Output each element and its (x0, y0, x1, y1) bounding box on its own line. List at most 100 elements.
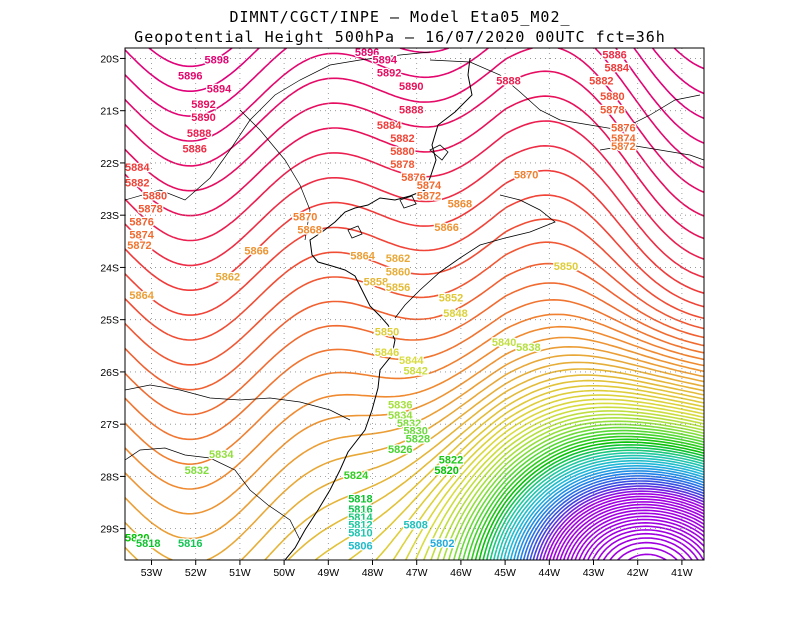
contour-5812 (493, 452, 704, 560)
x-tick-label: 53W (141, 567, 163, 579)
contour-label: 5818 (136, 538, 160, 550)
contour-label: 5876 (129, 217, 153, 229)
y-tick-label: 20S (100, 53, 119, 65)
x-tick-label: 44W (539, 567, 561, 579)
contour-5904 (673, 48, 704, 70)
contour-5774 (555, 501, 704, 560)
contour-5900 (125, 48, 704, 120)
contour-label: 5830 (403, 426, 427, 438)
contour-5818 (482, 444, 704, 560)
contour-5874 (125, 282, 704, 416)
contour-label: 5874 (129, 230, 154, 242)
contour-5804 (506, 462, 704, 560)
contour-label: 5820 (434, 465, 458, 477)
contour-label: 5880 (143, 191, 167, 203)
x-tick-label: 49W (318, 567, 340, 579)
contour-label: 5840 (492, 337, 516, 349)
contour-5748 (617, 547, 678, 560)
contour-label: 5880 (600, 91, 624, 103)
contour-label: 5888 (496, 76, 520, 88)
contour-5800 (513, 467, 704, 560)
contour-label: 5892 (377, 68, 401, 80)
contour-5826 (466, 432, 704, 560)
contour-5848 (392, 394, 704, 560)
contour-label: 5836 (388, 399, 412, 411)
contour-label: 5878 (600, 104, 624, 116)
contour-5842 (423, 406, 704, 560)
contour-5830 (457, 426, 704, 560)
contour-label: 5810 (348, 527, 372, 539)
contour-5820 (478, 441, 704, 560)
contour-label: 5866 (244, 245, 268, 257)
contour-label: 5888 (187, 128, 211, 140)
contour-label: 5862 (216, 271, 240, 283)
contour-label: 5850 (554, 261, 578, 273)
contour-label: 5816 (348, 504, 372, 516)
contour-label: 5808 (403, 520, 427, 532)
contour-label: 5802 (430, 538, 454, 550)
contour-label: 5886 (182, 143, 206, 155)
contour-label: 5870 (514, 170, 538, 182)
contour-5762 (578, 518, 704, 560)
contour-label: 5894 (373, 55, 398, 67)
contour-5832 (453, 423, 704, 560)
contour-5814 (489, 449, 704, 560)
contour-label: 5864 (350, 251, 375, 263)
contour-label: 5858 (364, 277, 388, 289)
axes: 53W 52W 51W 50W 49W 48W 47W 46W 45W 44W 43W 42W 41W 2… (100, 53, 692, 579)
contour-5860 (125, 361, 704, 560)
contour-5888 (125, 120, 704, 260)
y-tick-label: 25S (100, 315, 119, 327)
contour-5852 (348, 385, 704, 560)
contour-label: 5850 (375, 326, 399, 338)
contour-label: 5876 (401, 172, 425, 184)
x-tick-label: 46W (450, 567, 472, 579)
contour-label: 5814 (348, 512, 373, 524)
contour-5778 (549, 495, 704, 560)
contour-5786 (535, 485, 704, 560)
contour-label: 5860 (386, 266, 410, 278)
contour-5890 (125, 95, 704, 240)
contour-5854 (314, 379, 704, 560)
contour-label: 5816 (178, 538, 202, 550)
contour-5858 (264, 368, 704, 560)
contour-5868 (125, 325, 704, 490)
chart-title-line-2: Geopotential Height 500hPa — 16/07/2020 … (134, 28, 666, 46)
contour-5882 (125, 194, 704, 316)
contour-label: 5866 (434, 222, 458, 234)
contour-5772 (559, 503, 704, 560)
contour-label: 5884 (605, 63, 630, 75)
y-tick-label: 28S (100, 471, 119, 483)
y-tick-label: 26S (100, 367, 119, 379)
contour-label: 5880 (390, 146, 414, 158)
contour-label: 5834 (388, 410, 413, 422)
contour-5788 (532, 482, 704, 560)
contour-label: 5872 (611, 141, 635, 153)
contour-5898 (125, 48, 704, 144)
contour-5884 (125, 169, 704, 294)
contour-5780 (545, 493, 704, 560)
contour-5836 (442, 417, 704, 560)
contour-label: 5822 (439, 454, 463, 466)
contour-5840 (430, 410, 704, 560)
contour-label: 5882 (589, 76, 613, 88)
contour-label: 5878 (390, 159, 414, 171)
contour-label: 5868 (297, 224, 321, 236)
contour-label: 5824 (344, 470, 369, 482)
contour-5828 (462, 429, 704, 560)
contour-label: 5834 (209, 449, 234, 461)
contour-label: 5872 (417, 191, 441, 203)
contour-5768 (566, 509, 704, 560)
contour-label: 5844 (399, 355, 424, 367)
contour-5816 (486, 446, 704, 560)
x-tick-label: 43W (583, 567, 605, 579)
contour-5810 (496, 454, 704, 560)
contour-5886 (125, 145, 704, 279)
contour-5834 (448, 420, 704, 560)
contour-5870 (125, 313, 704, 465)
contour-5806 (503, 459, 704, 560)
contour-5838 (436, 413, 704, 560)
contour-5750 (609, 541, 686, 560)
x-tick-label: 52W (185, 567, 207, 579)
contour-label: 5820 (125, 533, 149, 545)
